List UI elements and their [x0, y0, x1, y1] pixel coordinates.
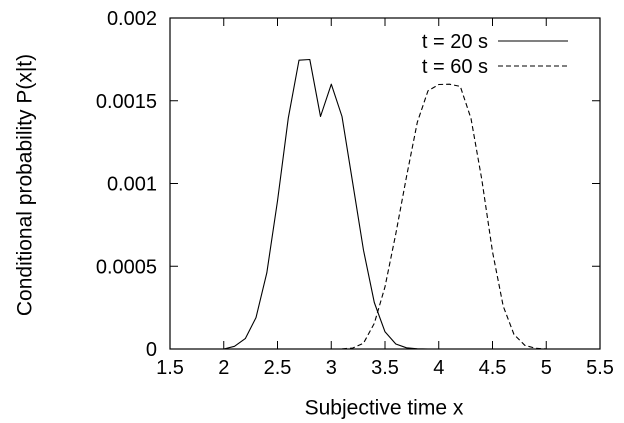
x-tick-label-4: 3.5 — [371, 357, 399, 379]
x-tick-label-1: 2 — [218, 357, 229, 379]
series-line-0 — [223, 58, 439, 350]
x-tick-label-6: 4.5 — [479, 357, 507, 379]
x-tick-label-0: 1.5 — [156, 357, 184, 379]
series-layer — [223, 58, 547, 350]
series-line-1 — [341, 83, 547, 350]
legend-label-0: t = 20 s — [422, 31, 488, 53]
x-tick-label-8: 5.5 — [586, 357, 614, 379]
y-tick-label-1: 0.0005 — [96, 256, 157, 278]
legend: t = 20 s t = 60 s — [422, 31, 568, 78]
axis-ticks: 1.5 2 2.5 3 3.5 4 4.5 5 5.5 0 0.0005 0.001 0.0015 0.0… — [96, 8, 614, 379]
x-axis-title: Subjective time x — [305, 397, 464, 420]
y-axis-title-group: Conditional probability P(x|t) — [14, 54, 37, 316]
y-axis-title: Conditional probability P(x|t) — [14, 54, 37, 316]
plot-frame — [169, 17, 601, 350]
legend-label-1: t = 60 s — [422, 56, 488, 78]
plot-area — [169, 17, 601, 350]
x-tick-label-2: 2.5 — [264, 357, 292, 379]
x-tick-label-5: 4 — [433, 357, 444, 379]
y-tick-label-4: 0.002 — [107, 8, 157, 30]
x-tick-label-7: 5 — [541, 357, 552, 379]
y-tick-label-2: 0.001 — [107, 174, 157, 196]
y-tick-label-0: 0 — [146, 339, 157, 361]
x-tick-label-3: 3 — [326, 357, 337, 379]
y-tick-label-3: 0.0015 — [96, 91, 157, 113]
